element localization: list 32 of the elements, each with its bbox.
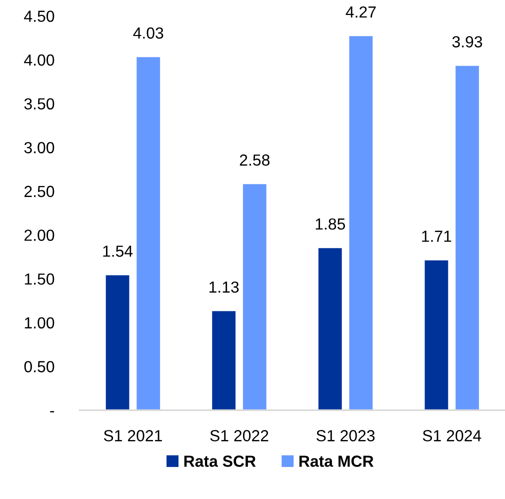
data-label: 2.58 (240, 154, 270, 166)
data-label: 4.03 (133, 27, 164, 39)
data-label: 1.85 (316, 218, 346, 230)
legend-label: Rata MCR (299, 456, 374, 467)
y-tick-label: 3.50 (24, 98, 54, 110)
y-tick-label: 4.50 (24, 10, 54, 22)
bar (424, 260, 448, 410)
data-label: 1.71 (422, 230, 452, 242)
y-tick-label: 1.50 (24, 273, 54, 285)
x-tick-label: S1 2021 (104, 430, 162, 442)
data-label: 4.27 (346, 6, 376, 18)
y-tick-label: 3.00 (24, 142, 54, 154)
bar (456, 66, 479, 410)
bar (318, 248, 342, 410)
y-tick-label: 2.00 (24, 230, 54, 241)
y-tick-label: 1.00 (24, 317, 54, 329)
data-label: 1.13 (210, 281, 239, 293)
bar (136, 57, 160, 410)
y-tick-label: 4.00 (24, 54, 54, 66)
legend-label: Rata SCR (184, 456, 256, 467)
bar (242, 184, 266, 410)
x-tick-label: S1 2023 (316, 430, 375, 442)
y-tick-label: 0.50 (24, 361, 54, 372)
bar (106, 275, 130, 410)
x-tick-label: S1 2022 (210, 430, 268, 442)
data-label: 1.54 (103, 246, 133, 257)
bar (349, 36, 373, 410)
x-tick-label: S1 2024 (422, 430, 482, 442)
bar (212, 311, 236, 410)
data-label: 3.93 (452, 36, 482, 48)
y-tick-label: - (50, 411, 54, 412)
y-tick-label: 2.50 (24, 186, 54, 198)
